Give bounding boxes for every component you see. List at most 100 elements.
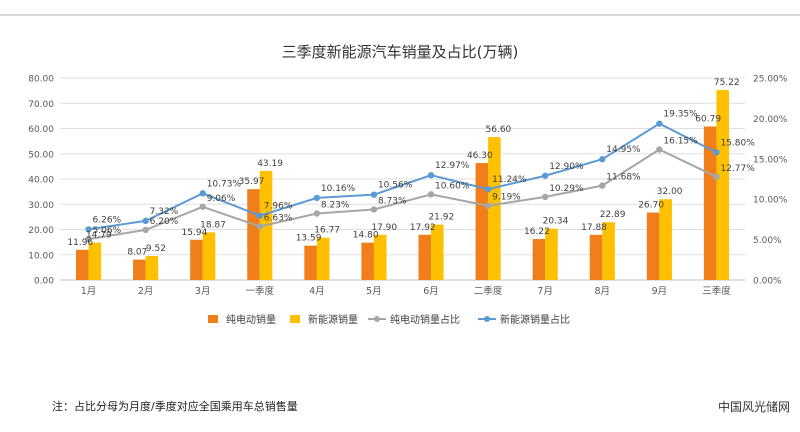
- line-point: [142, 217, 149, 225]
- bar-data-label: 11.96: [67, 238, 93, 248]
- watermark-text: 中国风光储网: [718, 400, 791, 414]
- legend-label: 新能源销量: [308, 313, 358, 326]
- legend-label: 新能源销量占比: [500, 313, 570, 326]
- line-point: [199, 203, 206, 210]
- bar: [532, 239, 546, 280]
- line-point: [370, 206, 378, 213]
- line-data-label: 12.97%: [435, 161, 470, 171]
- y-right-tick-label: 25.00%: [753, 75, 788, 85]
- bar: [602, 222, 615, 280]
- line-point: [427, 191, 435, 198]
- bar-data-label: 32.00: [657, 187, 683, 197]
- bar-data-label: 8.07: [127, 248, 147, 258]
- line-data-label: 11.68%: [606, 173, 641, 183]
- bar-data-label: 14.80: [353, 231, 379, 241]
- series-line: [88, 122, 717, 231]
- line-data-label: 16.15%: [663, 137, 698, 147]
- line-point: [370, 191, 378, 198]
- line-data-label: 7.32%: [150, 207, 179, 217]
- bar: [646, 212, 660, 280]
- y-left-tick-label: 20.00: [28, 226, 54, 236]
- bar-data-label: 15.94: [182, 228, 208, 238]
- x-tick-label: 1月: [81, 286, 97, 297]
- bar: [190, 239, 203, 280]
- line-point: [484, 202, 492, 209]
- line-point: [599, 156, 606, 163]
- x-tick-label: 8月: [595, 286, 611, 297]
- bar-data-label: 13.59: [296, 234, 322, 244]
- line-point: [199, 190, 206, 197]
- bar-data-label: 17.90: [371, 223, 397, 233]
- x-tick-label: 5月: [366, 286, 382, 297]
- line-point: [85, 226, 92, 233]
- line-data-label: 14.95%: [606, 145, 641, 155]
- legend-swatch: [374, 316, 380, 322]
- line-data-label: 9.06%: [207, 194, 236, 204]
- x-tick-label: 一季度: [246, 285, 275, 297]
- bar: [716, 90, 730, 280]
- line-data-label: 9.19%: [492, 193, 521, 203]
- line-data-label: 7.96%: [264, 202, 293, 212]
- bar-data-label: 17.92: [410, 223, 436, 233]
- bar-data-label: 16.22: [524, 227, 550, 237]
- bar: [545, 228, 558, 280]
- bar: [475, 163, 489, 280]
- line-point: [656, 146, 663, 153]
- bar-data-label: 56.60: [486, 125, 512, 135]
- line-data-label: 10.56%: [378, 181, 413, 191]
- bar-data-label: 17.88: [581, 223, 607, 233]
- legend-swatch: [208, 315, 218, 323]
- bar: [659, 199, 672, 280]
- y-left-tick-label: 50.00: [28, 150, 54, 160]
- x-tick-label: 3月: [195, 286, 211, 297]
- line-data-label: 12.77%: [720, 164, 755, 174]
- bar-data-label: 21.92: [428, 213, 454, 223]
- legend-swatch: [484, 316, 490, 322]
- y-right-tick-label: 0.00%: [753, 277, 782, 287]
- bar-data-label: 18.87: [200, 220, 226, 230]
- bar: [145, 255, 159, 280]
- y-right-tick-label: 20.00%: [753, 115, 788, 125]
- y-left-tick-label: 70.00: [28, 100, 54, 110]
- x-tick-label: 9月: [652, 286, 668, 297]
- line-data-label: 15.80%: [720, 138, 755, 148]
- line-point: [256, 212, 263, 219]
- footnote: 注：占比分母为月度/季度对应全国乘用车总销售量: [52, 400, 298, 413]
- bar-data-label: 75.22: [714, 78, 740, 88]
- x-tick-label: 二季度: [474, 285, 503, 297]
- line-data-label: 8.23%: [321, 201, 350, 211]
- bar: [488, 137, 501, 280]
- line-data-label: 10.73%: [207, 179, 242, 189]
- bar: [361, 242, 374, 280]
- bar: [373, 234, 387, 280]
- bar-data-label: 60.79: [695, 115, 721, 125]
- y-left-tick-label: 30.00: [28, 201, 54, 211]
- x-tick-label: 7月: [537, 286, 553, 297]
- y-right-tick-label: 5.00%: [753, 236, 782, 246]
- y-left-tick-label: 80.00: [28, 75, 54, 85]
- bar: [88, 242, 102, 280]
- bar: [703, 126, 717, 280]
- line-data-label: 6.20%: [150, 217, 179, 227]
- bar: [133, 259, 146, 280]
- y-left-tick-label: 10.00: [28, 251, 54, 261]
- x-tick-label: 6月: [423, 286, 439, 297]
- line-point: [142, 226, 149, 234]
- y-right-tick-label: 15.00%: [753, 155, 788, 165]
- x-tick-label: 4月: [309, 286, 325, 297]
- line-data-label: 10.60%: [435, 181, 470, 191]
- line-point: [313, 210, 321, 217]
- bar-data-label: 43.19: [257, 159, 283, 169]
- line-data-label: 6.63%: [264, 213, 293, 223]
- y-left-tick-label: 40.00: [28, 176, 54, 186]
- line-data-label: 6.26%: [93, 215, 122, 225]
- line-point: [427, 172, 435, 179]
- bar: [75, 249, 89, 280]
- line-point: [713, 149, 720, 156]
- chart-title: 三季度新能源汽车销量及占比(万辆): [282, 43, 519, 61]
- y-right-tick-label: 10.00%: [753, 196, 788, 206]
- line-point: [313, 194, 321, 202]
- x-tick-label: 三季度: [702, 285, 731, 297]
- bar: [247, 189, 260, 280]
